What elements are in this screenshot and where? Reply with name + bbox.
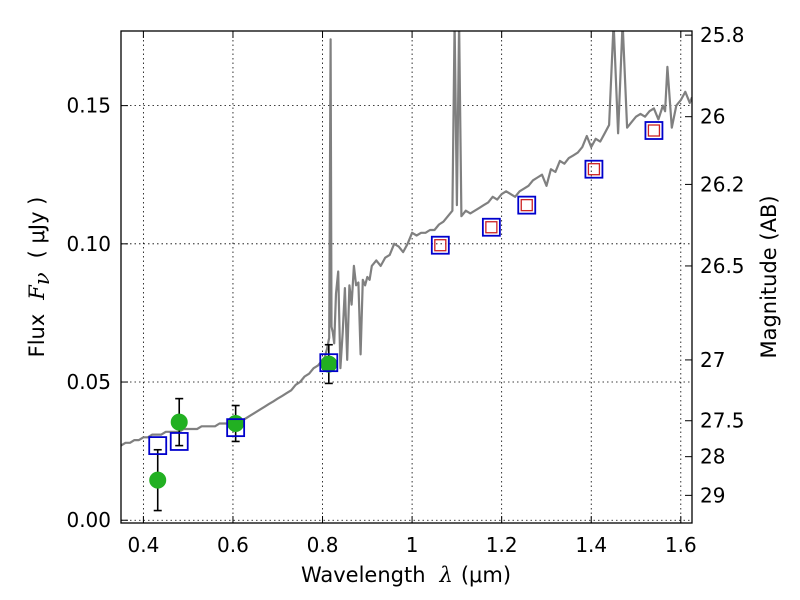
x-tick-label: 1 xyxy=(406,533,419,557)
model-photometry-square xyxy=(481,217,501,237)
right-tick-label: 26.5 xyxy=(700,254,745,278)
y-tick-label: 0.05 xyxy=(66,370,111,394)
model-photometry-inner-square xyxy=(520,198,533,212)
x-tick-label: 1.2 xyxy=(486,533,518,557)
photometry-point xyxy=(170,413,188,431)
x-tick-label: 1.6 xyxy=(665,533,697,557)
model-photometry-inner-square xyxy=(434,239,447,252)
photometry-point xyxy=(227,414,245,432)
y-tick-label: 0.15 xyxy=(66,94,111,118)
photometry-point xyxy=(149,471,167,489)
y-tick-label: 0.10 xyxy=(66,232,111,256)
right-tick-label: 26 xyxy=(700,105,725,129)
x-tick-label: 0.8 xyxy=(307,533,339,557)
ticks: 0.4 0.6 0.8 1 1.2 1.4 1.6 0.00 0.05 0.10 0.15 25.8 2… xyxy=(66,23,744,557)
model-photometry-square xyxy=(226,418,246,438)
model-photometry-square xyxy=(319,353,339,373)
x-tick-label: 1.4 xyxy=(575,533,607,557)
model-photometry-inner-square xyxy=(647,124,661,137)
right-tick-label: 29 xyxy=(700,483,725,507)
model-photometry-square xyxy=(517,195,537,215)
model-photometry-inner-square xyxy=(485,221,498,234)
model-photometry-square xyxy=(148,436,168,456)
right-axis-title: Magnitude (AB) xyxy=(757,195,781,358)
x-axis-title: Wavelength λ (μm) xyxy=(301,563,511,587)
model-photometry-inner-square xyxy=(587,163,601,176)
y-tick-label: 0.00 xyxy=(66,508,111,532)
x-tick-label: 0.4 xyxy=(127,533,159,557)
y-axis-title: Flux Fν ( μJy ) xyxy=(25,197,54,358)
model-photometry-square xyxy=(169,432,189,451)
right-tick-label: 26.2 xyxy=(700,172,745,196)
plot-frame xyxy=(120,30,693,524)
model-photometry-square xyxy=(430,235,450,255)
x-tick-label: 0.6 xyxy=(217,533,249,557)
photometry-point xyxy=(320,355,338,373)
model-photometry-square xyxy=(584,159,604,179)
right-tick-label: 28 xyxy=(700,445,725,469)
right-tick-label: 25.8 xyxy=(700,23,745,47)
right-tick-label: 27 xyxy=(700,348,725,372)
model-photometry-square xyxy=(644,121,664,140)
right-tick-label: 27.5 xyxy=(700,409,745,433)
plot-data xyxy=(121,31,692,512)
